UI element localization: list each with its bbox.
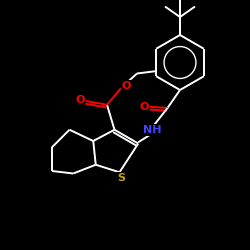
- Text: O: O: [139, 102, 149, 112]
- Text: S: S: [117, 173, 125, 183]
- Text: O: O: [76, 95, 85, 105]
- Text: O: O: [122, 81, 131, 91]
- Text: NH: NH: [142, 125, 161, 135]
